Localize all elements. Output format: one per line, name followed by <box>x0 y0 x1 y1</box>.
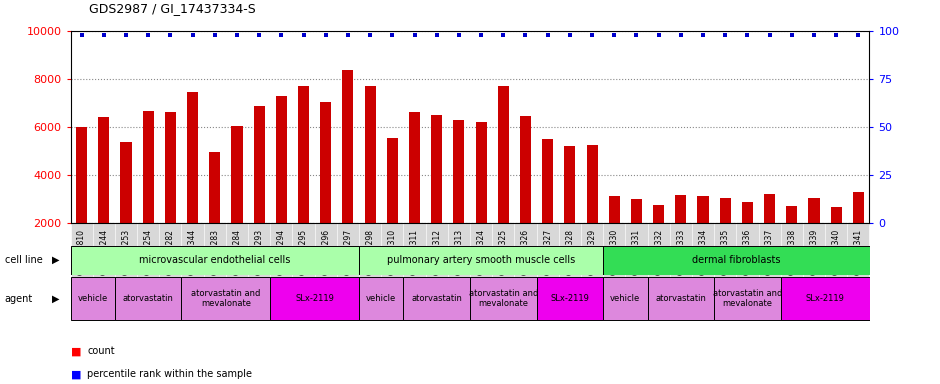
Text: pulmonary artery smooth muscle cells: pulmonary artery smooth muscle cells <box>387 255 575 265</box>
Bar <box>115 277 181 320</box>
Text: atorvastatin and
mevalonate: atorvastatin and mevalonate <box>469 289 538 308</box>
Text: ■: ■ <box>70 346 81 356</box>
Bar <box>697 196 709 271</box>
Bar <box>342 70 353 271</box>
Bar <box>831 207 841 271</box>
Bar <box>453 119 464 271</box>
Bar <box>231 126 243 271</box>
Bar <box>603 246 870 275</box>
Text: ▶: ▶ <box>52 293 59 304</box>
Bar <box>714 277 781 320</box>
Bar <box>431 115 442 271</box>
Bar <box>675 195 686 271</box>
Text: microvascular endothelial cells: microvascular endothelial cells <box>139 255 290 265</box>
Bar <box>781 277 870 320</box>
Bar <box>537 277 603 320</box>
Bar <box>648 277 714 320</box>
Bar <box>808 197 820 271</box>
Bar <box>564 146 575 271</box>
Text: SLx-2119: SLx-2119 <box>295 294 334 303</box>
Bar <box>542 139 554 271</box>
Text: vehicle: vehicle <box>78 294 108 303</box>
Bar <box>275 96 287 271</box>
Bar <box>99 117 109 271</box>
Bar <box>653 205 665 271</box>
Text: SLx-2119: SLx-2119 <box>806 294 844 303</box>
Bar <box>476 122 487 271</box>
Bar <box>498 86 509 271</box>
Bar <box>187 92 198 271</box>
Bar <box>298 86 309 271</box>
Bar <box>786 206 797 271</box>
Text: cell line: cell line <box>5 255 42 265</box>
Text: atorvastatin: atorvastatin <box>123 294 174 303</box>
Text: atorvastatin: atorvastatin <box>412 294 462 303</box>
Text: ▶: ▶ <box>52 255 59 265</box>
Bar <box>742 202 753 271</box>
Bar <box>853 192 864 271</box>
Bar <box>609 196 619 271</box>
Bar <box>181 277 271 320</box>
Bar <box>70 277 115 320</box>
Bar <box>76 127 87 271</box>
Bar <box>120 142 132 271</box>
Text: vehicle: vehicle <box>610 294 640 303</box>
Bar <box>254 106 265 271</box>
Bar <box>70 246 359 275</box>
Bar <box>143 111 154 271</box>
Bar <box>520 116 531 271</box>
Bar <box>403 277 470 320</box>
Bar <box>365 86 376 271</box>
Bar <box>470 277 537 320</box>
Bar <box>321 101 331 271</box>
Text: count: count <box>87 346 115 356</box>
Bar <box>631 199 642 271</box>
Bar <box>210 152 220 271</box>
Text: dermal fibroblasts: dermal fibroblasts <box>692 255 780 265</box>
Bar <box>164 113 176 271</box>
Text: atorvastatin: atorvastatin <box>655 294 706 303</box>
Text: GDS2987 / GI_17437334-S: GDS2987 / GI_17437334-S <box>89 2 256 15</box>
Text: SLx-2119: SLx-2119 <box>551 294 589 303</box>
Text: percentile rank within the sample: percentile rank within the sample <box>87 369 253 379</box>
Bar <box>271 277 359 320</box>
Text: ■: ■ <box>70 369 81 379</box>
Bar <box>359 277 403 320</box>
Text: vehicle: vehicle <box>366 294 397 303</box>
Bar <box>764 194 775 271</box>
Text: atorvastatin and
mevalonate: atorvastatin and mevalonate <box>191 289 260 308</box>
Bar <box>409 113 420 271</box>
Bar <box>386 137 398 271</box>
Bar <box>587 145 598 271</box>
Bar <box>359 246 603 275</box>
Text: agent: agent <box>5 293 33 304</box>
Bar <box>720 197 730 271</box>
Bar <box>603 277 648 320</box>
Text: atorvastatin and
mevalonate: atorvastatin and mevalonate <box>713 289 782 308</box>
